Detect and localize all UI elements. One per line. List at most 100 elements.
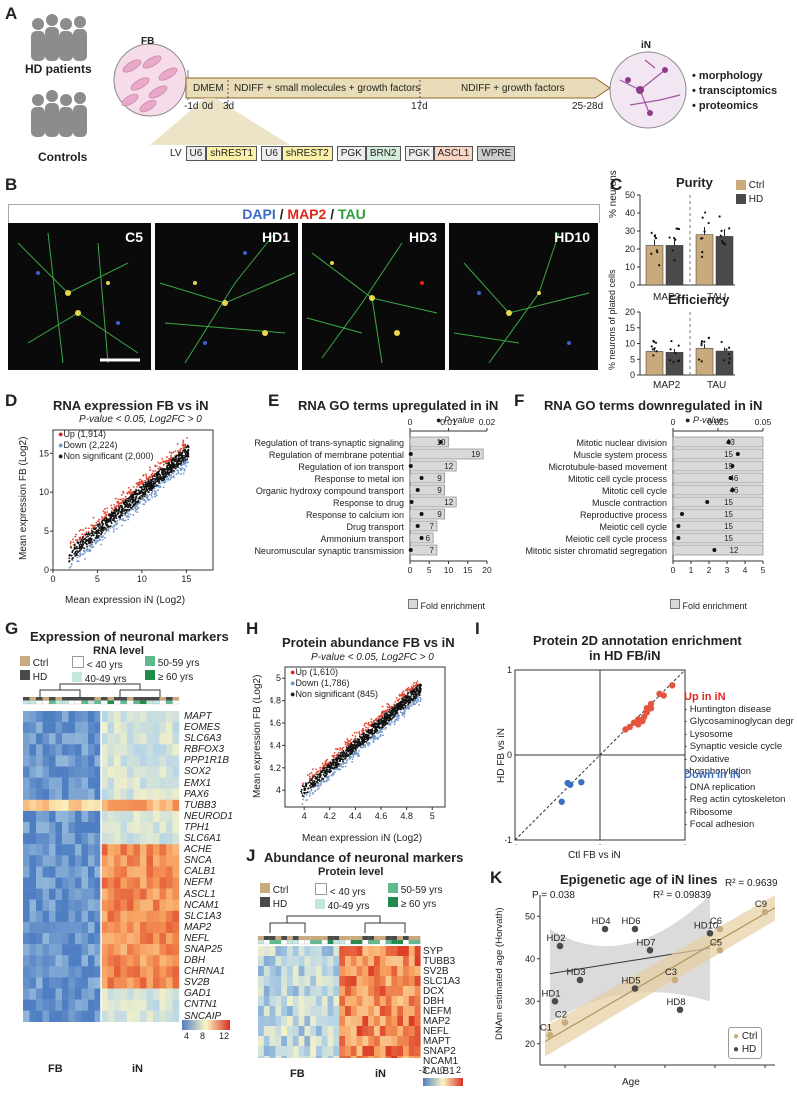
heatmap-cell — [281, 946, 288, 957]
age-annotation — [35, 700, 43, 705]
heatmap-cell — [107, 844, 115, 856]
point-label-hd8: HD8 — [666, 997, 685, 1008]
heatmap-cell — [81, 799, 89, 812]
point — [95, 541, 98, 544]
heatmap-cell — [62, 733, 69, 745]
point — [102, 527, 105, 530]
heatmap-cell — [101, 744, 108, 756]
heatmap-cell — [88, 810, 95, 823]
j-title: Abundance of neuronal markers — [264, 850, 464, 865]
point — [342, 756, 345, 759]
heatmap-cell — [107, 988, 115, 1000]
heatmap-cell — [55, 722, 63, 734]
heatmap-cell — [140, 810, 147, 823]
heatmap-cell — [321, 996, 328, 1007]
point — [168, 474, 171, 477]
group-annotation — [321, 936, 328, 940]
point — [330, 764, 333, 767]
point — [396, 710, 399, 712]
point — [403, 702, 406, 705]
heatmap-cell — [281, 956, 288, 967]
point — [390, 706, 392, 709]
point — [146, 497, 149, 499]
point — [379, 715, 382, 718]
heatmap-cell — [120, 866, 128, 878]
j-color-scale — [423, 1078, 463, 1086]
heatmap-cell — [304, 996, 311, 1007]
point-label-c3: C3 — [665, 967, 677, 978]
point — [176, 460, 179, 463]
p-value-dot — [409, 500, 414, 504]
point — [415, 696, 417, 699]
data-point — [675, 227, 678, 230]
point — [168, 458, 171, 460]
point — [308, 784, 311, 787]
heatmap-cell — [146, 822, 154, 834]
heatmap-cell — [385, 956, 392, 967]
point — [96, 532, 99, 535]
age-annotation — [55, 700, 63, 705]
heatmap-cell — [68, 933, 76, 945]
point — [361, 733, 363, 736]
point — [381, 710, 384, 713]
heatmap-cell — [42, 955, 50, 967]
point — [146, 489, 149, 492]
fe-tick-label: 0 — [671, 565, 676, 575]
point — [187, 446, 190, 448]
j-legend-age-lt40: < 40 yrs — [329, 887, 366, 898]
point — [385, 726, 387, 729]
point — [308, 781, 311, 784]
i-up-term-2: - Glycosaminoglycan degr — [684, 716, 794, 727]
point — [157, 486, 160, 488]
heatmap-cell — [42, 888, 50, 900]
heatmap-cell — [166, 966, 173, 978]
age-annotation — [126, 700, 134, 705]
point — [310, 788, 313, 791]
point — [148, 466, 151, 469]
point — [98, 521, 101, 524]
j-group-in: iN — [375, 1068, 386, 1080]
heatmap-cell — [298, 1026, 305, 1037]
data-point — [700, 237, 703, 240]
point — [394, 709, 397, 712]
go-bar-label: 15 — [724, 462, 733, 471]
heatmap-cell — [107, 777, 115, 789]
data-point — [668, 359, 671, 362]
heatmap-cell — [316, 1026, 322, 1037]
point — [335, 763, 338, 765]
point — [154, 481, 156, 484]
heatmap-cell — [140, 955, 147, 967]
heatmap-cell — [374, 966, 380, 977]
point — [312, 776, 314, 779]
heatmap-cell — [379, 966, 386, 977]
point — [100, 543, 103, 546]
point — [340, 763, 343, 765]
point — [159, 474, 162, 477]
point — [365, 740, 368, 743]
heatmap-cell — [333, 1006, 340, 1017]
point — [140, 479, 143, 482]
age-annotation — [414, 939, 421, 945]
point — [404, 709, 406, 711]
output-transcriptomics: • transciptomics — [692, 85, 778, 97]
heatmap-cell — [414, 956, 421, 967]
point — [151, 474, 154, 477]
point — [120, 513, 123, 515]
point — [356, 747, 358, 749]
protein-label: TUBB3 — [423, 956, 456, 967]
point — [78, 530, 81, 532]
point — [94, 537, 97, 540]
point — [334, 766, 336, 769]
heatmap-cell — [81, 944, 89, 956]
point — [327, 776, 330, 779]
group-annotation — [140, 697, 147, 701]
heatmap-cell — [36, 711, 43, 723]
point — [155, 494, 158, 497]
heatmap-cell — [81, 722, 89, 734]
point-label-hd1: HD1 — [541, 988, 560, 999]
heatmap-cell — [292, 1036, 299, 1047]
heatmap-cell — [62, 866, 69, 878]
heatmap-cell — [107, 711, 115, 723]
heatmap-cell — [263, 976, 270, 987]
point — [93, 539, 96, 542]
